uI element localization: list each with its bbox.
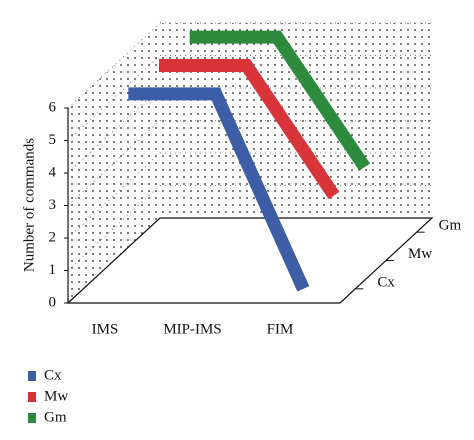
grid-line xyxy=(67,120,161,206)
floor xyxy=(66,217,434,304)
legend-swatch xyxy=(28,392,36,402)
ribbon xyxy=(189,30,371,171)
y-tick-label: 6 xyxy=(49,99,57,115)
y-axis-label: Number of commands xyxy=(21,138,37,272)
grid-line xyxy=(67,185,161,271)
grid-line xyxy=(67,87,161,174)
grid-line xyxy=(67,22,161,109)
ribbon xyxy=(159,59,340,200)
legend-label: Gm xyxy=(44,409,67,425)
y-tick-label: 5 xyxy=(49,132,57,148)
grid-line xyxy=(67,152,161,239)
y-tick-label: 4 xyxy=(49,164,57,180)
y-tick-label: 0 xyxy=(49,294,57,310)
x-tick-label: MIP-IMS xyxy=(163,321,221,337)
depth-label: Mw xyxy=(408,246,432,262)
y-tick-label: 1 xyxy=(49,262,57,278)
ribbon xyxy=(128,87,310,292)
x-tick-label: FIM xyxy=(267,321,294,337)
legend-label: Cx xyxy=(44,367,62,383)
y-tick-label: 2 xyxy=(49,229,57,245)
depth-label: Cx xyxy=(377,274,395,290)
legend-swatch xyxy=(28,413,36,423)
legend-label: Mw xyxy=(44,388,68,404)
legend-swatch xyxy=(28,371,36,381)
x-tick-label: IMS xyxy=(92,321,119,337)
depth-label: Gm xyxy=(439,218,462,234)
grid-line xyxy=(67,55,161,141)
y-tick-label: 3 xyxy=(49,197,57,213)
